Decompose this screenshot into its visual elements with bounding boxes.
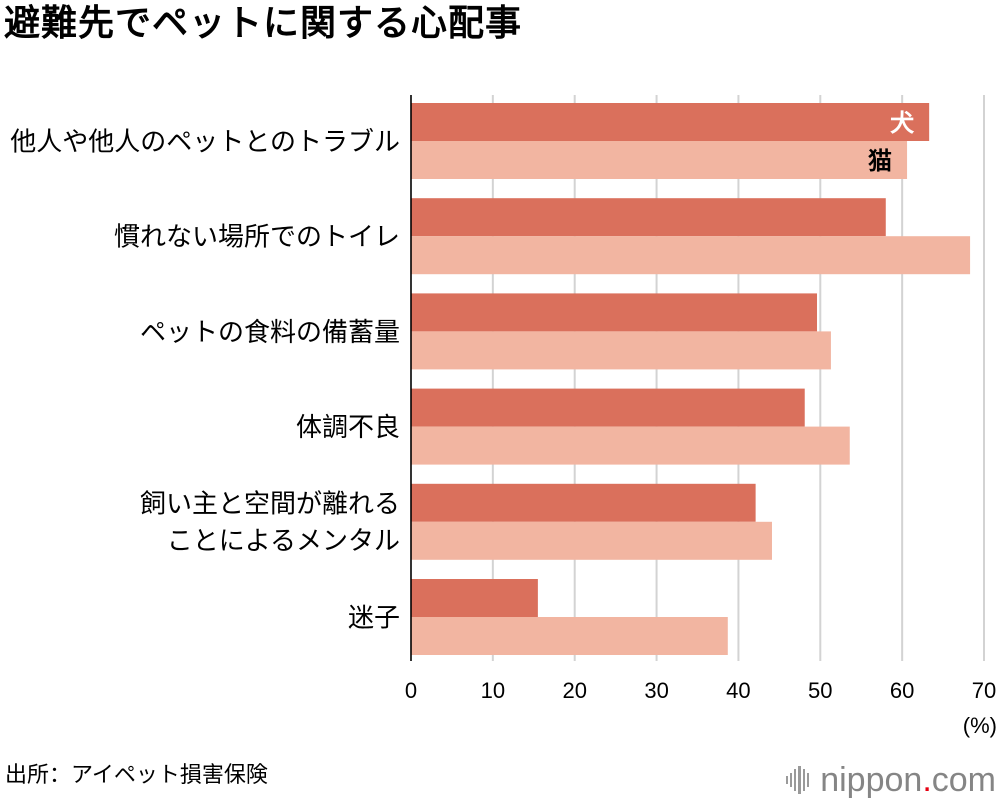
category-label: 他人や他人のペットとのトラブル	[10, 126, 400, 156]
category-label: ペットの食料の備蓄量	[140, 317, 400, 347]
bar-series-1-6	[411, 579, 538, 617]
x-unit-label: (%)	[963, 713, 997, 738]
x-tick-label: 40	[726, 678, 750, 703]
soundwave-icon	[786, 766, 810, 794]
bar-series-2-1	[411, 141, 908, 179]
series-label-1: 犬	[890, 110, 915, 137]
logo-name: nippon	[820, 761, 923, 799]
series-2	[411, 141, 971, 655]
bar-series-1-3	[411, 293, 818, 332]
category-label: 体調不良	[296, 412, 400, 442]
x-tick-label: 70	[972, 678, 996, 703]
bar-series-2-3	[411, 331, 831, 370]
x-tick-label: 10	[481, 678, 505, 703]
x-tick-label: 60	[890, 678, 914, 703]
x-tick-label: 30	[644, 678, 668, 703]
logo-dot: .	[922, 761, 932, 799]
bar-series-2-6	[411, 617, 728, 655]
bar-series-2-5	[411, 521, 772, 560]
bar-series-1-5	[411, 483, 756, 522]
bar-series-2-4	[411, 426, 850, 465]
logo-tld: com	[931, 761, 996, 799]
series-1	[411, 103, 930, 617]
category-label: 迷子	[348, 602, 400, 632]
bar-series-1-1	[411, 103, 930, 141]
source-note: 出所：アイペット損害保険	[5, 763, 268, 788]
bar-series-1-2	[411, 198, 886, 237]
category-label: 慣れない場所でのトイレ	[114, 222, 400, 252]
bar-series-2-2	[411, 236, 971, 275]
chart-title: 避難先でペットに関する心配事	[4, 3, 523, 44]
x-tick-label: 50	[808, 678, 832, 703]
bar-series-1-4	[411, 388, 805, 427]
x-tick-label: 0	[405, 678, 417, 703]
series-label-2: 猫	[868, 148, 892, 175]
category-label: 飼い主と空間が離れることによるメンタル	[140, 489, 400, 556]
gridlines	[491, 95, 985, 661]
nippon-com-logo: nippon. com	[786, 760, 996, 800]
x-tick-label: 20	[562, 678, 586, 703]
